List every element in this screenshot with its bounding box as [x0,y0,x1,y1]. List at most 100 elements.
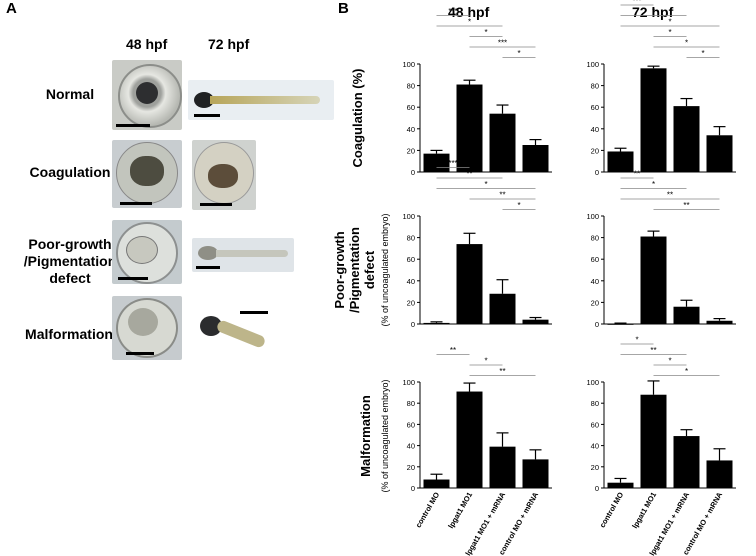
y-tick-label: 0 [411,168,415,177]
bar [640,236,667,324]
panel-b-col-48hpf: 48 hpf [448,4,490,20]
y-tick-label: 60 [407,103,415,112]
bar [423,322,450,324]
y-tick-label: 60 [591,255,599,264]
bar [673,106,700,172]
significance-label: * [517,49,520,58]
panel-a-row-malformation: Malformation [25,326,113,342]
y-tick-label: 0 [595,484,599,493]
y-tick-label: 100 [402,60,415,69]
significance-label: ** [466,170,472,179]
y-tick-label: 80 [407,234,415,243]
significance-label: * [468,18,471,27]
bar [423,153,450,172]
bar [673,306,700,324]
row-label-poor-growth: Poor-growth /Pigmentation defect [332,227,377,313]
row-label-poor-growth-sub: (% of uncoagulated embryo) [380,213,390,326]
significance-label: *** [632,0,641,6]
bar [423,479,450,488]
photo-poor-growth-48hpf [112,220,182,284]
y-tick-label: 100 [402,378,415,387]
y-tick-label: 100 [586,212,599,221]
bar [489,446,516,488]
panel-a-col-48hpf: 48 hpf [126,36,168,52]
y-tick-label: 20 [407,146,415,155]
x-category-label: control MO [414,490,442,529]
svg-text:defect: defect [362,250,377,289]
photo-malformation-72hpf [192,308,274,360]
bar [489,113,516,172]
y-tick-label: 0 [595,168,599,177]
photo-coagulation-72hpf [192,140,256,210]
y-tick-label: 80 [407,82,415,91]
y-tick-label: 40 [407,277,415,286]
y-tick-label: 40 [591,442,599,451]
significance-label: * [668,357,671,366]
bar [456,84,483,172]
bar [640,394,667,488]
y-tick-label: 0 [595,320,599,329]
y-tick-label: 20 [591,298,599,307]
svg-text:Poor-growth: Poor-growth [332,231,347,308]
significance-label: * [652,180,655,189]
significance-label: * [652,7,655,16]
y-tick-label: 60 [591,103,599,112]
y-tick-label: 60 [407,255,415,264]
row-label-coagulation: Coagulation (%) [350,69,365,168]
significance-label: * [668,28,671,37]
photo-poor-growth-72hpf [192,238,294,272]
y-tick-label: 40 [591,125,599,134]
bar [607,324,634,325]
row-label-malformation-sub: (% of uncoagulated embryo) [380,379,390,492]
row-label-malformation: Malformation [358,395,373,477]
y-tick-label: 80 [591,82,599,91]
significance-label: ** [634,170,640,179]
significance-label: * [685,39,688,48]
x-category-label: control MO [598,490,626,529]
y-tick-label: 40 [407,125,415,134]
y-tick-label: 100 [586,60,599,69]
panel-b-col-72hpf: 72 hpf [632,4,674,20]
significance-label: ** [667,191,673,200]
significance-label: ** [450,346,456,355]
bar [489,293,516,324]
x-category-label: lpgat1 MO1 [630,491,658,531]
x-category-label: lpgat1 MO1 [446,491,474,531]
significance-label: * [484,28,487,37]
bar [706,320,733,324]
y-tick-label: 20 [591,146,599,155]
y-tick-label: 0 [411,320,415,329]
y-tick-label: 80 [591,234,599,243]
y-tick-label: 20 [407,298,415,307]
significance-label: ** [499,367,505,376]
panel-a-col-72hpf: 72 hpf [208,36,250,52]
panel-a-row-normal: Normal [45,86,95,102]
panel-b-letter: B [338,0,349,17]
bar [607,151,634,172]
significance-label: ** [650,346,656,355]
bar [456,244,483,324]
significance-label: * [484,180,487,189]
bar [706,460,733,488]
panel-a-row-coagulation: Coagulation [29,164,111,180]
photo-normal-48hpf [112,60,182,130]
bar [522,319,549,324]
y-tick-label: 100 [402,212,415,221]
bar [607,482,634,488]
photo-coagulation-48hpf [112,140,182,208]
significance-label: ** [499,191,505,200]
significance-label: * [701,49,704,58]
bar [522,459,549,488]
significance-label: * [635,336,638,345]
significance-label: *** [448,7,457,16]
bar [706,135,733,172]
svg-text:/Pigmentation: /Pigmentation [347,227,362,313]
bar [673,436,700,488]
